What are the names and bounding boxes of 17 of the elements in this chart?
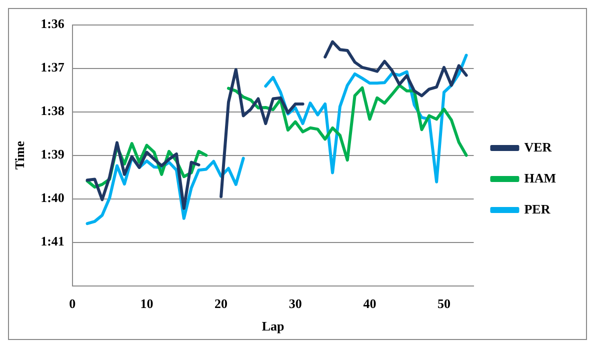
x-tick-label: 20 [214, 296, 228, 311]
y-tick-label: 1:40 [40, 190, 64, 206]
legend-label: PER [524, 201, 551, 216]
y-tick-label: 1:41 [40, 234, 64, 249]
y-tick-label: 1:36 [40, 16, 65, 32]
x-tick-label: 50 [438, 296, 451, 311]
y-tick-label: 1:39 [40, 146, 65, 162]
x-tick-label: 10 [140, 296, 154, 311]
legend-label: HAM [524, 170, 556, 186]
y-axis-title: Time [12, 140, 28, 170]
x-axis-title: Lap [262, 318, 284, 334]
x-tick-label: 0 [69, 296, 76, 311]
x-tick-label: 40 [363, 296, 376, 311]
x-tick-label: 30 [288, 296, 302, 311]
y-tick-label: 1:37 [40, 60, 65, 75]
y-tick-label: 1:38 [40, 103, 65, 118]
legend-label: VER [524, 139, 552, 154]
